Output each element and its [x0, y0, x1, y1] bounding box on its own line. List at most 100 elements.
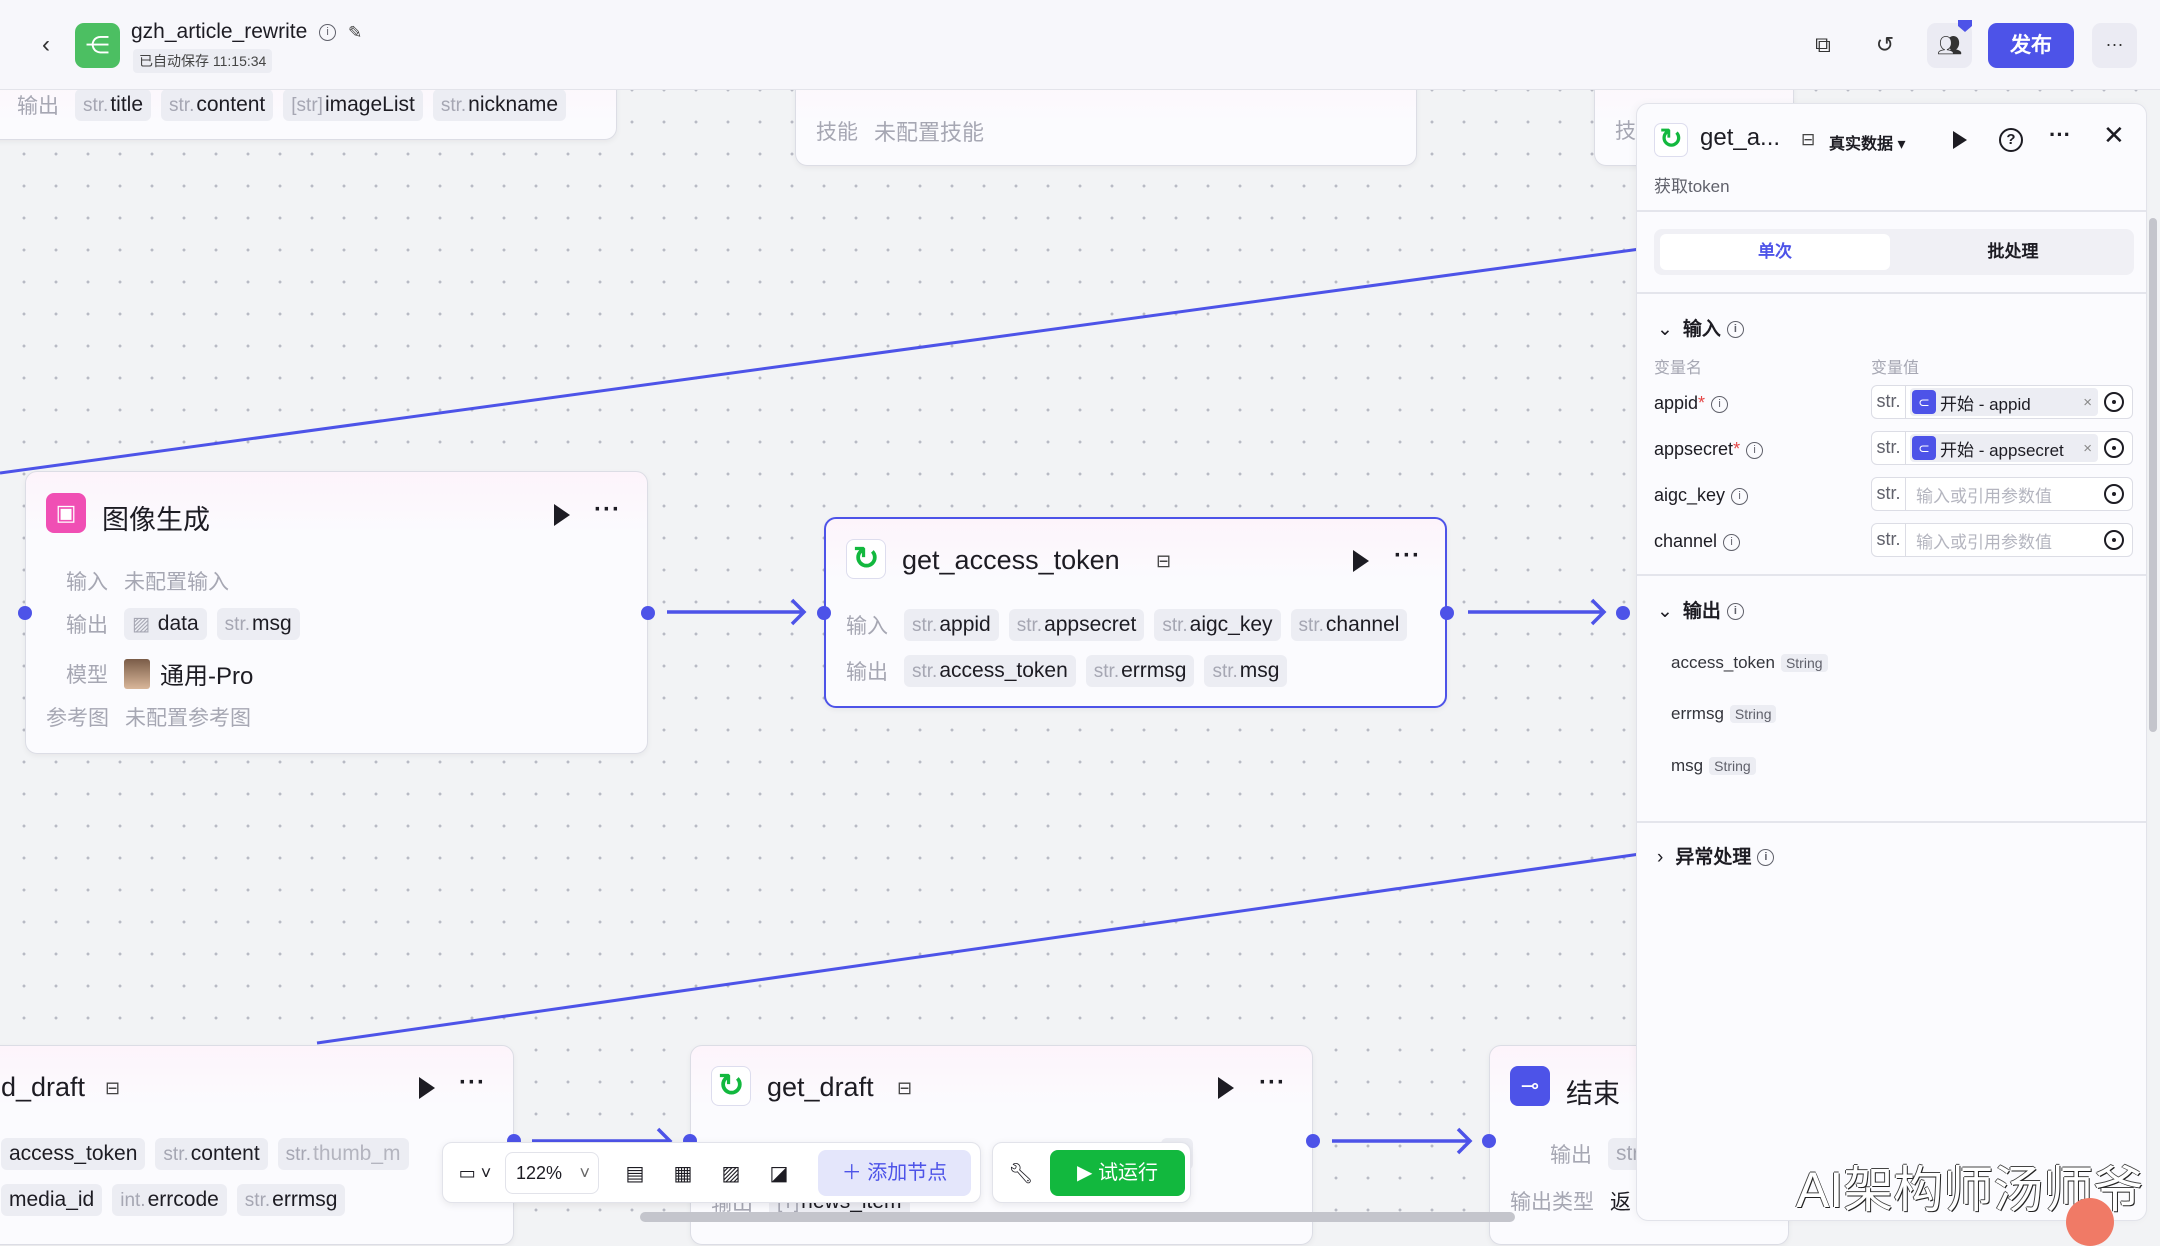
input-port[interactable]: [18, 606, 32, 620]
zoom-select[interactable]: 122% ˅: [505, 1152, 599, 1194]
connection-arrow: [1468, 598, 1607, 626]
layout-icon[interactable]: ▦: [673, 1162, 693, 1185]
panel-subtitle: 获取token: [1654, 177, 1730, 196]
run-node-icon[interactable]: [554, 504, 570, 526]
copy-icon[interactable]: ⧉: [1815, 32, 1831, 57]
info-icon: i: [1723, 533, 1741, 551]
interaction-mode-icon[interactable]: ▭ ˅: [458, 1162, 492, 1183]
premium-badge-icon: [1958, 20, 1972, 32]
panel-scrollbar[interactable]: [2149, 218, 2157, 732]
app-title: gzh_article_rewrite: [131, 20, 308, 43]
edit-icon[interactable]: ✎: [347, 23, 363, 42]
output-port[interactable]: [641, 606, 655, 620]
info-icon: i: [1726, 603, 1744, 621]
test-run-button[interactable]: ▶ 试运行: [1050, 1150, 1185, 1196]
output-tag: media_id: [1, 1184, 103, 1216]
output-item: access_token String: [1671, 653, 1828, 673]
appid-value-input[interactable]: str. ⊂ 开始 - appid ×: [1871, 385, 2133, 419]
input-tag: str.appid: [904, 609, 999, 641]
input-port[interactable]: [1616, 606, 1630, 620]
run-node-icon[interactable]: [419, 1077, 435, 1099]
input-tag: str.channel: [1290, 609, 1408, 641]
param-appsecret: appsecret* i: [1654, 439, 1764, 460]
param-appid: appid* i: [1654, 393, 1729, 414]
appsecret-value-input[interactable]: str. ⊂ 开始 - appsecret ×: [1871, 431, 2133, 465]
node-add-draft[interactable]: d_draft ⊟ ··· access_token str.content s…: [0, 1045, 514, 1245]
wrench-icon[interactable]: 🔧︎: [1008, 1162, 1034, 1185]
plus-icon: ＋: [841, 1162, 868, 1184]
run-node-icon[interactable]: [1953, 131, 1967, 149]
output-tag: str.errmsg: [1085, 655, 1195, 687]
channel-value-input[interactable]: str. 输入或引用参数值: [1871, 523, 2133, 557]
app-header: ‹ ⋲ gzh_article_rewrite i ✎ 已自动保存 11:15:…: [0, 0, 2160, 90]
start-node-icon: ⊂: [1912, 436, 1936, 460]
info-icon: i: [1711, 395, 1729, 413]
output-tag: str.msg: [216, 608, 300, 640]
chevron-down-icon: ⌄: [1657, 601, 1673, 622]
output-item: msg String: [1671, 756, 1756, 776]
variable-picker-icon[interactable]: [2104, 530, 2124, 550]
chevron-right-icon: ›: [1657, 847, 1664, 868]
run-node-icon[interactable]: [1218, 1077, 1234, 1099]
store-icon: ⊟: [897, 1078, 913, 1098]
exception-section-header[interactable]: › 异常处理 i: [1657, 842, 1775, 869]
info-icon[interactable]: i: [319, 23, 337, 41]
output-tag: str.content: [161, 89, 274, 121]
clear-icon[interactable]: ×: [2083, 439, 2092, 457]
start-node-icon: ⊂: [1912, 390, 1936, 414]
output-tag: str.title: [75, 89, 152, 121]
plugin-icon: ↻: [1654, 123, 1688, 157]
data-mode-dropdown[interactable]: 真实数据 ▾: [1829, 136, 1906, 153]
aigc-key-value-input[interactable]: str. 输入或引用参数值: [1871, 477, 2133, 511]
more-menu-button[interactable]: ···: [2092, 23, 2137, 68]
back-chevron-icon[interactable]: ‹: [42, 31, 50, 58]
connection-line: [0, 247, 1641, 475]
clear-icon[interactable]: ×: [2083, 393, 2092, 411]
more-icon[interactable]: ···: [2049, 122, 2071, 147]
output-tag: str.errmsg: [236, 1184, 346, 1216]
output-port[interactable]: [1306, 1134, 1320, 1148]
more-icon[interactable]: ···: [594, 496, 621, 523]
input-tag: str.appsecret: [1008, 609, 1145, 641]
node-image-generation[interactable]: ▣ 图像生成 ··· 输入 未配置输入 输出 ▨ data str.msg 模型 …: [25, 471, 648, 754]
panel-title: get_a...: [1700, 124, 1781, 151]
run-node-icon[interactable]: [1353, 550, 1369, 572]
more-icon[interactable]: ···: [1259, 1069, 1286, 1096]
users-icon: 👥︎: [1936, 35, 1963, 57]
node-get-access-token[interactable]: ↻ get_access_token ⊟ ··· 输入 str.appid st…: [824, 517, 1447, 708]
play-icon: ▶: [1077, 1162, 1098, 1184]
variable-picker-icon[interactable]: [2104, 392, 2124, 412]
output-tag: int.errcode: [112, 1184, 227, 1216]
output-port[interactable]: [1440, 606, 1454, 620]
run-toolbar: 🔧︎ ▶ 试运行: [992, 1142, 1191, 1203]
variable-picker-icon[interactable]: [2104, 484, 2124, 504]
variable-picker-icon[interactable]: [2104, 438, 2124, 458]
minimap-icon[interactable]: ▨: [721, 1162, 741, 1185]
tab-batch[interactable]: 批处理: [1987, 242, 2039, 261]
chevron-down-icon: ⌄: [1657, 319, 1673, 340]
snap-icon[interactable]: ◪: [769, 1162, 789, 1185]
help-icon[interactable]: ?: [1999, 128, 2023, 152]
reference-chip: ⊂ 开始 - appid ×: [1910, 388, 2098, 416]
more-icon[interactable]: ···: [1394, 542, 1421, 569]
publish-button[interactable]: 发布: [1988, 23, 2074, 68]
workflow-app-icon: ⋲: [75, 23, 120, 68]
close-icon[interactable]: ✕: [2103, 120, 2125, 150]
more-icon[interactable]: ···: [459, 1069, 486, 1096]
end-icon: ⊸: [1510, 1066, 1550, 1106]
add-node-button[interactable]: ＋ 添加节点: [818, 1150, 971, 1196]
info-icon: i: [1746, 441, 1764, 459]
output-tag: str.nickname: [432, 89, 567, 121]
assistant-mascot-icon[interactable]: [2066, 1198, 2114, 1246]
input-port[interactable]: [817, 606, 831, 620]
tab-single[interactable]: 单次: [1660, 234, 1890, 270]
comment-icon[interactable]: ▤: [625, 1162, 645, 1185]
input-section-header[interactable]: ⌄ 输入 i: [1657, 314, 1744, 341]
input-port[interactable]: [1482, 1134, 1496, 1148]
horizontal-scrollbar[interactable]: [640, 1212, 1515, 1222]
output-section-header[interactable]: ⌄ 输出 i: [1657, 596, 1744, 623]
plugin-icon: ↻: [846, 539, 886, 579]
history-icon[interactable]: ↺: [1875, 32, 1895, 57]
image-type-icon: ▨: [132, 614, 150, 635]
param-aigc-key: aigc_key i: [1654, 485, 1749, 506]
